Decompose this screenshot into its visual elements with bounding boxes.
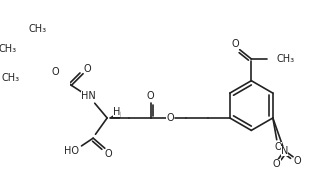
Text: HN: HN xyxy=(81,91,96,101)
Text: H: H xyxy=(113,107,120,117)
Text: O: O xyxy=(105,149,112,159)
Text: CH₃: CH₃ xyxy=(2,73,20,83)
Text: HO: HO xyxy=(64,146,79,156)
Text: CH₃: CH₃ xyxy=(29,24,47,34)
Text: O: O xyxy=(51,67,59,77)
Text: O: O xyxy=(274,142,282,152)
Text: N: N xyxy=(281,146,288,156)
Text: CH₃: CH₃ xyxy=(0,44,17,54)
Text: O: O xyxy=(147,91,154,101)
Text: O: O xyxy=(273,159,281,169)
Text: CH₃: CH₃ xyxy=(277,54,295,64)
Text: O: O xyxy=(294,156,301,166)
Text: O: O xyxy=(232,39,240,49)
Text: O: O xyxy=(166,113,174,123)
Text: O: O xyxy=(84,64,92,74)
Polygon shape xyxy=(110,112,120,118)
